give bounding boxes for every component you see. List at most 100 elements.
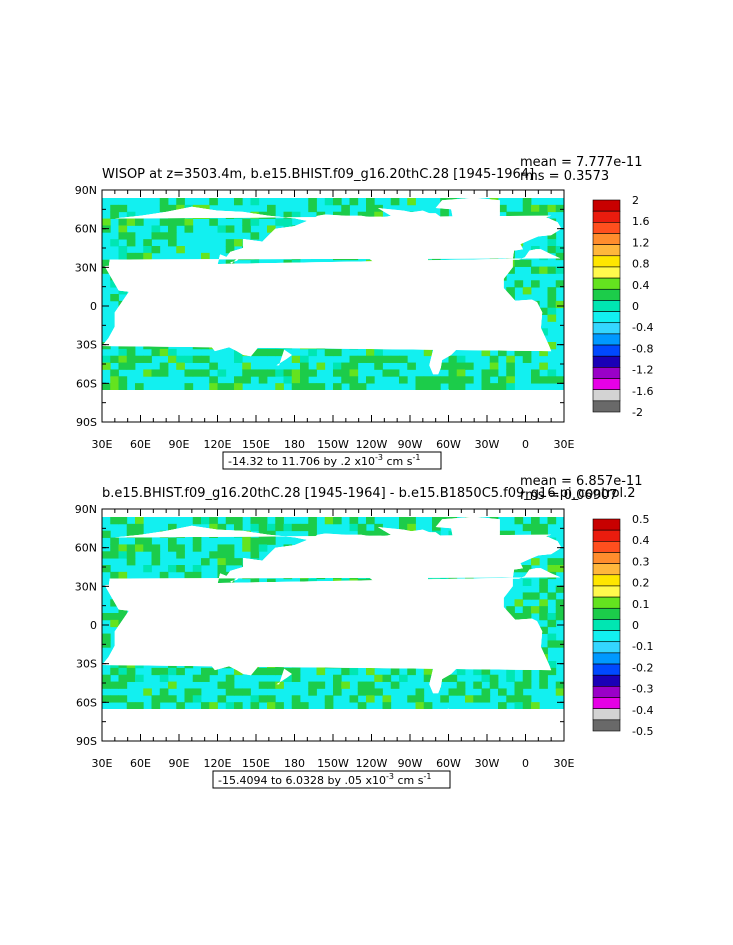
- ocean-cell: [267, 523, 276, 532]
- ocean-cell: [250, 695, 260, 703]
- colorbar-swatch: [592, 199, 621, 212]
- ocean-cell: [217, 681, 227, 689]
- ocean-cell: [456, 362, 466, 370]
- ocean-cell: [366, 530, 375, 538]
- ocean-cell: [522, 198, 532, 206]
- ocean-cell: [242, 225, 251, 233]
- ocean-cell: [514, 517, 524, 525]
- x-tick-label: 30E: [92, 438, 113, 451]
- ocean-cell: [234, 523, 243, 532]
- colorbar-swatch: [592, 518, 621, 531]
- ocean-cell: [357, 355, 367, 363]
- ocean-cell: [498, 348, 507, 357]
- ocean-cell: [258, 544, 268, 552]
- ocean-cell: [234, 383, 243, 391]
- ocean-cell: [432, 517, 441, 525]
- ocean-cell: [143, 565, 152, 573]
- colorbar-swatch: [592, 630, 621, 643]
- y-tick-label: 30N: [75, 261, 97, 274]
- ocean-cell: [209, 702, 218, 710]
- map-axes: 90N 60N 30N 0 30S 60S 90S 30E 60E 90E 120E 150E 180 1…: [75, 503, 575, 770]
- colorbar-swatch: [592, 596, 621, 609]
- ocean-cell: [267, 369, 276, 377]
- ocean-cell: [333, 383, 342, 391]
- ocean-cell: [324, 198, 334, 206]
- ocean-cell: [415, 695, 425, 703]
- ocean-cell: [506, 211, 515, 219]
- ocean-cell: [555, 640, 564, 648]
- ocean-cell: [250, 348, 260, 357]
- ocean-cell: [498, 204, 507, 213]
- ocean-cell: [209, 362, 218, 370]
- ocean-cell: [390, 198, 400, 206]
- colorbar-swatch: [592, 641, 621, 654]
- colorbar-swatch: [592, 367, 621, 379]
- x-tick-label: 120W: [356, 438, 388, 451]
- ocean-cell: [465, 695, 474, 703]
- ocean-cell: [547, 613, 557, 621]
- ocean-cell: [168, 355, 177, 363]
- ocean-cell: [456, 376, 466, 384]
- x-tick-label: 60W: [436, 757, 461, 770]
- x-tick-label: 150W: [317, 757, 349, 770]
- ocean-cell: [126, 362, 136, 370]
- ocean-cell: [539, 599, 548, 607]
- mean-value: mean = 6.857e-11: [520, 474, 642, 489]
- ocean-cell: [308, 681, 317, 689]
- x-tick-label: 90E: [169, 757, 190, 770]
- ocean-cell: [333, 674, 342, 682]
- ocean-cell: [234, 239, 243, 247]
- ocean-cell: [291, 667, 301, 676]
- ocean-cell: [143, 688, 152, 696]
- ocean-cell: [159, 204, 169, 213]
- ocean-cell: [366, 204, 375, 213]
- ocean-cell: [118, 355, 128, 363]
- y-tick-label: 60N: [75, 542, 97, 555]
- ocean-cell: [341, 681, 350, 689]
- colorbar-label: -0.4: [632, 321, 653, 334]
- ocean-cell: [242, 544, 251, 552]
- ocean-cell: [234, 558, 243, 566]
- ocean-cell: [201, 558, 210, 566]
- ocean-cell: [333, 369, 342, 377]
- ocean-cell: [366, 667, 375, 676]
- ocean-cell: [135, 355, 144, 363]
- ocean-cell: [168, 523, 177, 532]
- x-tick-label: 90W: [398, 757, 423, 770]
- ocean-cell: [423, 702, 433, 710]
- x-tick-label: 30E: [554, 757, 575, 770]
- ocean-cell: [192, 695, 202, 703]
- ocean-cell: [201, 252, 210, 261]
- ocean-cell: [374, 674, 383, 682]
- ocean-cell: [522, 667, 532, 676]
- x-tick-label: 30E: [554, 438, 575, 451]
- ocean-cell: [135, 252, 144, 261]
- colorbar-swatch: [592, 552, 621, 564]
- ocean-cell: [498, 702, 507, 710]
- ocean-cell: [522, 565, 532, 573]
- colorbar-label: 0.3: [632, 555, 650, 568]
- ocean-cell: [225, 225, 235, 233]
- panel-title: WISOP at z=3503.4m, b.e15.BHIST.f09_g16.…: [102, 167, 534, 182]
- ocean-cell: [555, 599, 564, 607]
- rms-value: rms = 0.06907: [520, 488, 617, 503]
- ocean-cell: [126, 348, 136, 357]
- ocean-cell: [382, 355, 392, 363]
- colorbar-label: 0.8: [632, 258, 650, 271]
- ocean-cell: [514, 681, 524, 689]
- ocean-cell: [118, 225, 128, 233]
- ocean-cell: [555, 300, 564, 309]
- landmass: [108, 206, 562, 304]
- ocean-cell: [555, 585, 564, 593]
- ocean-cell: [267, 537, 276, 545]
- ocean-cell: [555, 681, 564, 689]
- colorbar-label: 0.4: [632, 534, 650, 547]
- ocean-cell: [448, 355, 458, 363]
- ocean-cell: [374, 530, 383, 538]
- colorbar-swatch: [592, 355, 621, 368]
- ocean-cell: [283, 376, 293, 384]
- ocean-cell: [118, 362, 128, 370]
- ocean-cell: [308, 383, 317, 391]
- ocean-cell: [118, 517, 128, 525]
- ocean-cell: [300, 355, 309, 363]
